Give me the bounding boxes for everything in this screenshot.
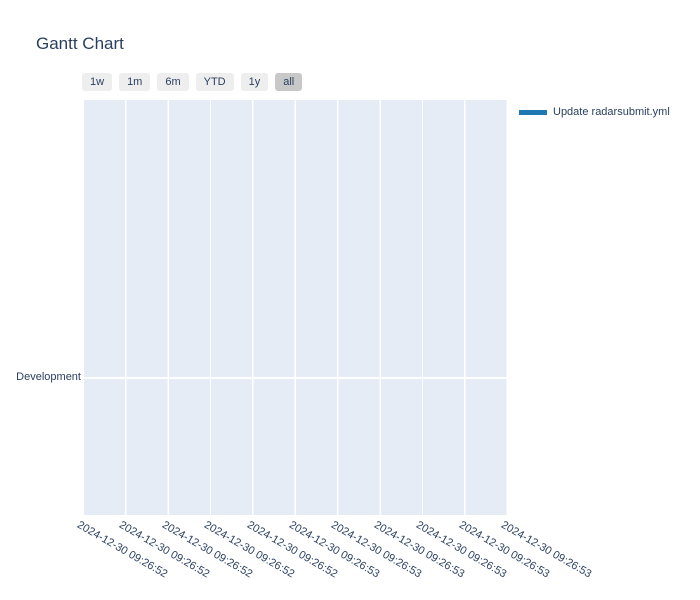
range-button-ytd[interactable]: YTD <box>195 73 234 91</box>
chart-title: Gantt Chart <box>36 34 124 53</box>
range-button-6m[interactable]: 6m <box>157 73 189 91</box>
legend-item-update-radarsubmit[interactable]: Update radarsubmit.yml <box>519 106 670 118</box>
y-tick-label-development: Development <box>16 371 81 383</box>
plot-area[interactable] <box>84 100 508 515</box>
range-button-1w[interactable]: 1w <box>82 73 113 91</box>
legend: Update radarsubmit.yml <box>519 106 670 118</box>
range-button-1y[interactable]: 1y <box>240 73 269 91</box>
legend-item-label: Update radarsubmit.yml <box>553 106 670 118</box>
range-button-all[interactable]: all <box>275 73 303 91</box>
development-row-gridline <box>84 377 508 379</box>
range-selector: 1w 1m 6m YTD 1y all <box>82 73 303 91</box>
legend-swatch-icon <box>519 109 547 115</box>
range-button-1m[interactable]: 1m <box>119 73 151 91</box>
